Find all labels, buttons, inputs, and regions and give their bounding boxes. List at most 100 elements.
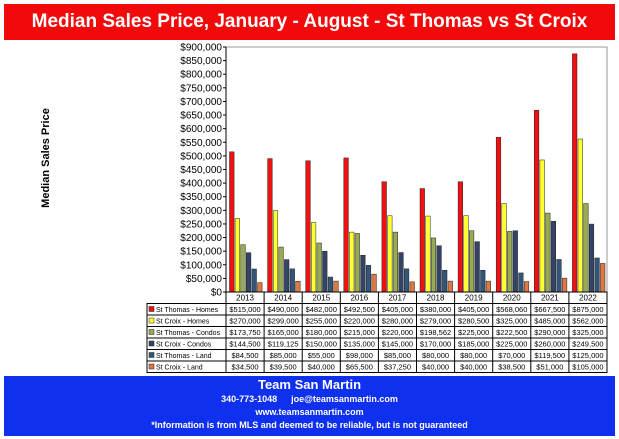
bar xyxy=(289,268,295,293)
data-label: $515,000 xyxy=(229,305,260,314)
bar xyxy=(436,245,442,293)
data-label: $40,000 xyxy=(460,363,487,372)
data-label: $105,000 xyxy=(572,363,603,372)
legend-label: St Thomas - Condos xyxy=(156,330,221,337)
bar xyxy=(371,273,377,293)
data-label: $255,000 xyxy=(306,317,337,326)
data-label: $490,000 xyxy=(268,305,299,314)
footer-website: www.teamsanmartin.com xyxy=(255,407,364,417)
data-label: $485,000 xyxy=(534,317,565,326)
data-label: $34,500 xyxy=(231,363,258,372)
data-label: $180,000 xyxy=(306,328,337,337)
footer-phone: 340-773-1048 xyxy=(221,394,278,404)
data-label: $279,000 xyxy=(420,317,451,326)
data-label: $667,500 xyxy=(534,305,565,314)
bar xyxy=(343,157,349,293)
data-label: $84,500 xyxy=(231,351,258,360)
bar xyxy=(518,272,524,293)
data-label: $98,000 xyxy=(346,351,373,360)
legend-swatch xyxy=(148,306,155,312)
y-tick-label: $400,000 xyxy=(180,179,222,190)
bar xyxy=(295,281,301,293)
bar xyxy=(534,110,540,293)
bar xyxy=(278,246,284,293)
bar xyxy=(474,241,480,293)
footer-disclaimer: *Information is from MLS and deemed to b… xyxy=(151,420,468,430)
bar xyxy=(404,268,410,293)
data-label: $325,000 xyxy=(496,317,527,326)
legend-label: St Thomas - Land xyxy=(156,353,212,360)
legend-label: St Croix - Homes xyxy=(156,319,210,326)
y-tick-label: $450,000 xyxy=(180,165,222,176)
x-tick-label: 2013 xyxy=(236,294,254,303)
y-tick-label: $100,000 xyxy=(180,260,222,271)
data-label: $85,000 xyxy=(384,351,411,360)
bar xyxy=(419,188,425,293)
x-tick-label: 2015 xyxy=(312,294,330,303)
bar xyxy=(387,215,393,293)
bar xyxy=(398,252,404,293)
bar xyxy=(539,159,545,293)
bar xyxy=(495,137,502,293)
bar-chart: $0 $50,000 $100,000 $150,000 $200,000 $250,00… xyxy=(146,43,608,373)
data-label: $225,000 xyxy=(458,328,489,337)
data-label: $119,500 xyxy=(534,351,565,360)
x-tick-label: 2017 xyxy=(389,294,407,303)
bar xyxy=(577,138,583,293)
data-label: $40,000 xyxy=(422,363,449,372)
y-tick-label: $700,000 xyxy=(180,97,222,108)
data-label: $55,000 xyxy=(308,351,335,360)
data-label: $568,060 xyxy=(496,305,527,314)
data-label: $65,500 xyxy=(346,363,373,372)
bar xyxy=(550,220,556,293)
data-label: $875,000 xyxy=(572,305,603,314)
footer-banner: Team San Martin 340-773-1048 joe@teamsanm… xyxy=(4,376,615,436)
bar xyxy=(512,230,518,293)
data-label: $225,000 xyxy=(496,340,527,349)
data-label: $85,000 xyxy=(270,351,297,360)
data-label: $125,000 xyxy=(572,351,603,360)
bar xyxy=(409,281,415,293)
data-label: $260,000 xyxy=(534,340,565,349)
data-label: $325,000 xyxy=(572,328,603,337)
bar xyxy=(501,203,507,293)
data-label: $144,500 xyxy=(229,340,260,349)
legend-swatch xyxy=(148,329,155,335)
data-label: $185,000 xyxy=(458,340,489,349)
data-label: $215,000 xyxy=(344,328,375,337)
bar xyxy=(251,268,257,293)
bar xyxy=(305,160,311,293)
x-tick-label: 2018 xyxy=(427,294,445,303)
y-tick-label: $850,000 xyxy=(180,56,222,67)
data-label: $290,000 xyxy=(534,328,565,337)
bar xyxy=(365,265,372,293)
legend-swatch xyxy=(148,340,155,347)
data-label: $482,000 xyxy=(306,305,337,314)
bar xyxy=(257,282,263,293)
data-label: $562,000 xyxy=(572,317,603,326)
data-label: $38,500 xyxy=(498,363,525,372)
bar xyxy=(556,259,562,293)
y-axis: $0 $50,000 $100,000 $150,000 $200,000 $250,00… xyxy=(180,43,607,299)
data-label: $220,000 xyxy=(382,328,413,337)
bar xyxy=(229,151,235,293)
bar xyxy=(360,255,366,293)
y-tick-label: $550,000 xyxy=(180,138,222,149)
footer-contact: 340-773-1048 joe@teamsanmartin.com xyxy=(4,393,615,406)
bar xyxy=(430,237,437,293)
data-label: $222,500 xyxy=(496,328,527,337)
data-label: $37,250 xyxy=(384,363,411,372)
bar xyxy=(447,280,453,293)
data-label: $150,000 xyxy=(306,340,337,349)
x-tick-label: 2019 xyxy=(465,294,483,303)
data-label: $405,000 xyxy=(458,305,489,314)
data-label: $170,000 xyxy=(420,340,451,349)
bar xyxy=(469,230,475,293)
bar xyxy=(545,212,551,293)
bar xyxy=(381,181,387,293)
y-tick-label: $0 xyxy=(211,288,223,299)
x-tick-label: 2020 xyxy=(503,294,521,303)
bar xyxy=(322,250,328,293)
data-label: $270,000 xyxy=(229,317,260,326)
bar xyxy=(272,210,279,293)
